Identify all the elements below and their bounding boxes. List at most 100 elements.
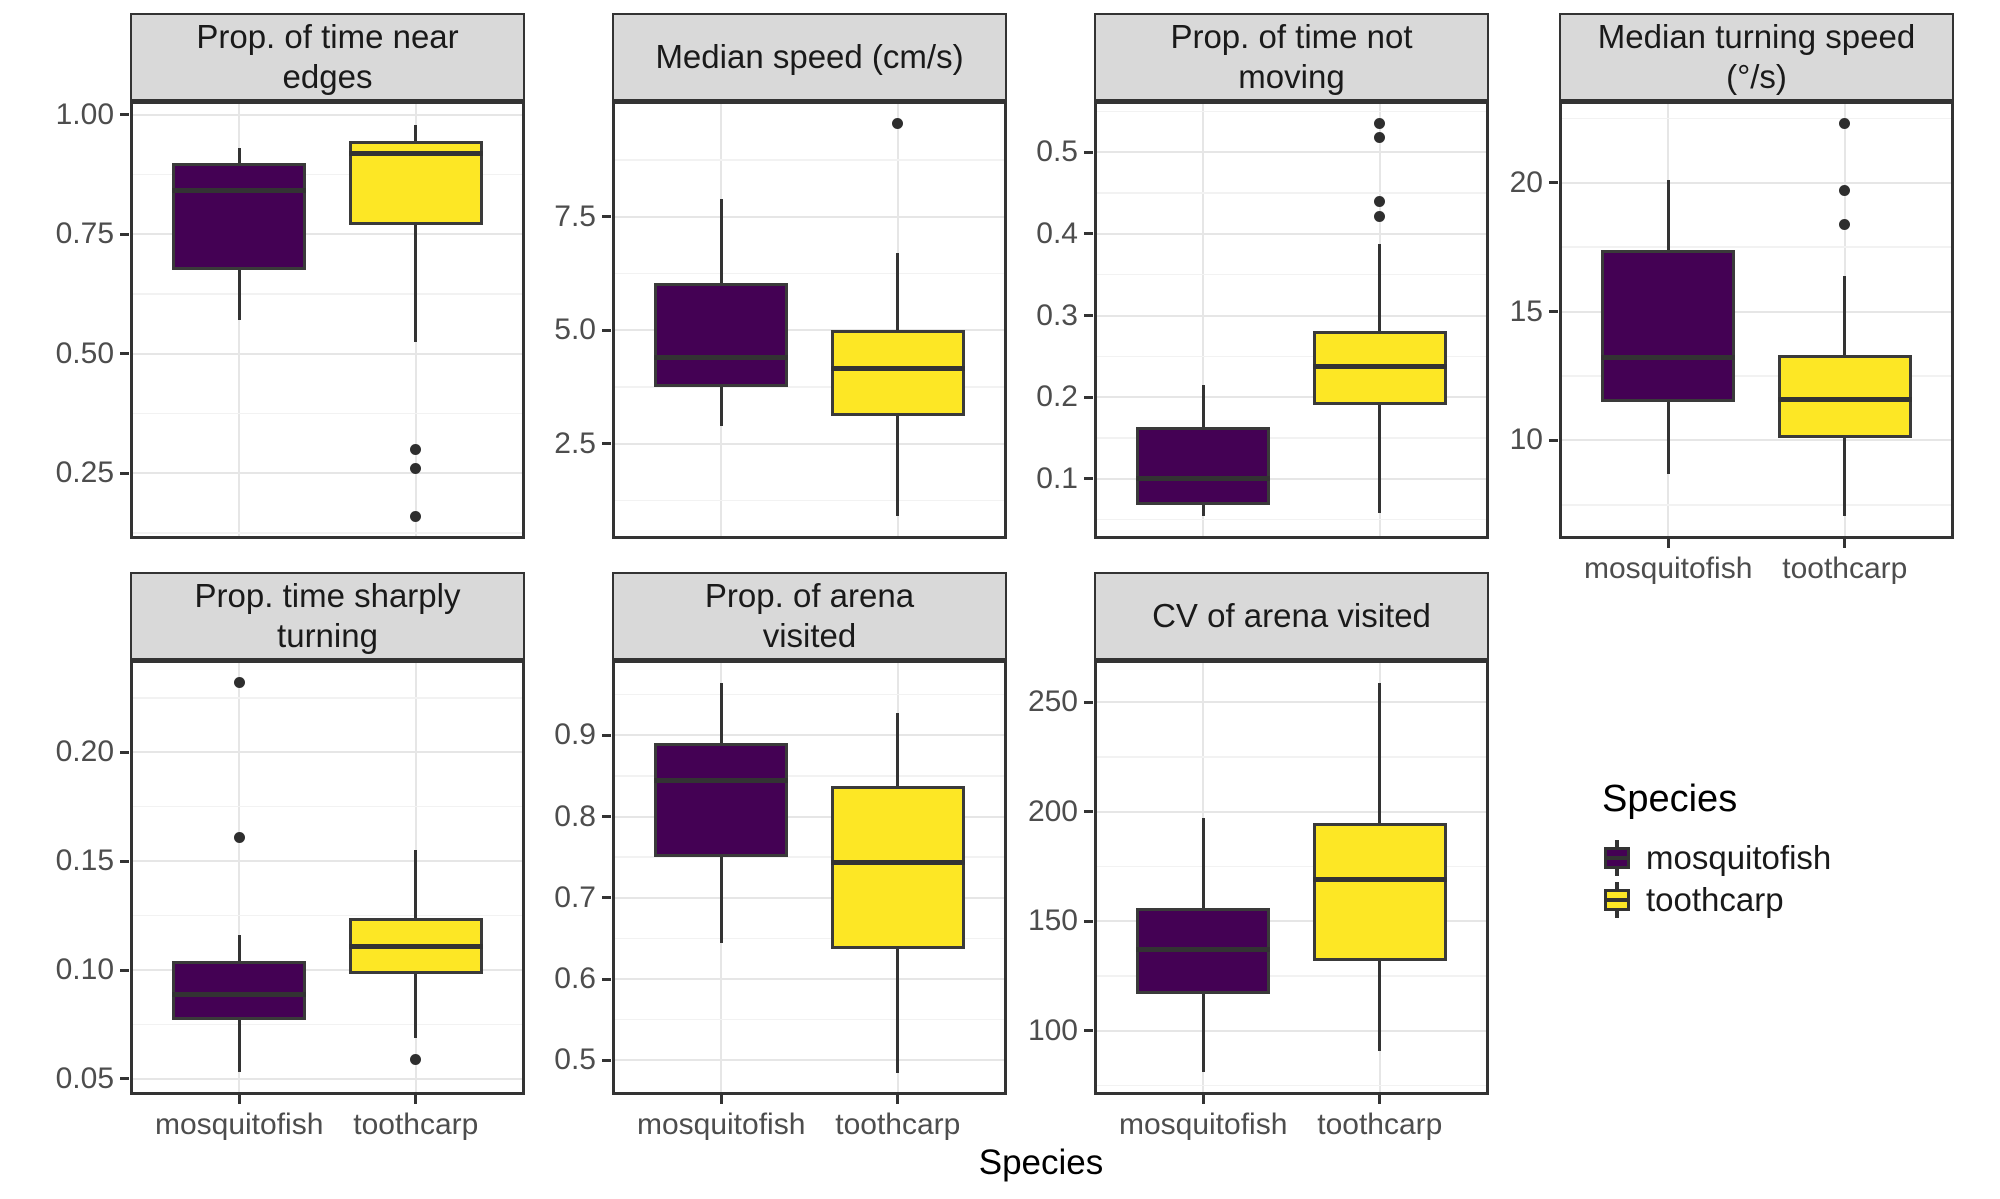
y-tick-mark xyxy=(1084,477,1093,481)
whisker-upper xyxy=(414,124,418,142)
facet-plot-area xyxy=(612,101,1007,539)
x-tick-label-mosquitofish: mosquitofish xyxy=(154,1108,324,1141)
gridline-y-minor xyxy=(133,914,522,917)
boxplot-median-mosquitofish xyxy=(1136,475,1271,481)
boxplot-median-mosquitofish xyxy=(1601,355,1736,361)
x-tick-label-toothcarp: toothcarp xyxy=(353,1108,479,1141)
y-tick-label: 7.5 xyxy=(554,199,596,233)
x-tick-label-toothcarp: toothcarp xyxy=(1782,552,1908,585)
gridline-y-major xyxy=(615,734,1004,737)
y-tick-mark xyxy=(1084,810,1093,814)
whisker-upper xyxy=(237,935,241,962)
whisker-upper xyxy=(896,253,900,331)
y-tick-label: 5.0 xyxy=(554,313,596,347)
outlier-point xyxy=(892,118,904,130)
gridline-x-major xyxy=(1202,104,1205,536)
gridline-y-major xyxy=(615,896,1004,899)
y-tick-label: 0.3 xyxy=(1036,298,1078,332)
facet-title-line: moving xyxy=(1238,58,1345,95)
gridline-y-major xyxy=(1097,151,1486,154)
whisker-lower xyxy=(1666,401,1670,474)
gridline-y-major xyxy=(1562,310,1951,313)
x-axis-title: Species xyxy=(978,1143,1104,1182)
y-tick-mark xyxy=(602,815,611,819)
gridline-y-major xyxy=(133,860,522,863)
whisker-upper xyxy=(1201,384,1205,428)
facet-title-line: turning xyxy=(277,617,378,654)
gridline-y-major xyxy=(615,978,1004,981)
boxplot-key-median xyxy=(1604,856,1630,860)
y-tick-label: 100 xyxy=(1027,1013,1078,1047)
facet-plot-area xyxy=(130,660,525,1095)
gridline-y-major xyxy=(133,352,522,355)
boxplot-median-toothcarp xyxy=(830,366,965,372)
x-tick-label-mosquitofish: mosquitofish xyxy=(1118,1108,1288,1141)
boxplot-box-toothcarp xyxy=(1312,822,1447,961)
outlier-point xyxy=(233,677,245,689)
outlier-point xyxy=(1374,131,1386,143)
y-tick-mark xyxy=(1549,438,1558,442)
gridline-y-major xyxy=(1562,439,1951,442)
y-tick-label: 0.20 xyxy=(55,735,114,769)
outlier-point xyxy=(410,510,422,522)
gridline-y-major xyxy=(1097,1029,1486,1032)
x-tick-label-toothcarp: toothcarp xyxy=(835,1108,961,1141)
facet-strip: Prop. of arena visited xyxy=(612,572,1007,660)
gridline-y-minor xyxy=(1097,355,1486,358)
facet-strip: Prop. time sharply turning xyxy=(130,572,525,660)
gridline-y-minor xyxy=(1097,437,1486,439)
outlier-point xyxy=(1839,118,1851,130)
gridline-y-minor xyxy=(1097,273,1486,276)
gridline-y-major xyxy=(1097,477,1486,480)
gridline-y-minor xyxy=(133,805,522,808)
y-tick-label: 250 xyxy=(1027,685,1078,719)
boxplot-box-mosquitofish xyxy=(1136,427,1271,505)
x-tick-mark xyxy=(719,1095,723,1104)
boxplot-box-mosquitofish xyxy=(654,282,789,387)
y-tick-mark xyxy=(1084,395,1093,399)
x-tick-mark xyxy=(896,1095,900,1104)
whisker-upper xyxy=(414,850,418,918)
whisker-lower xyxy=(237,270,241,321)
y-tick-label: 10 xyxy=(1509,423,1543,457)
gridline-y-minor xyxy=(133,532,522,534)
y-tick-mark xyxy=(120,968,129,972)
y-tick-mark xyxy=(120,859,129,863)
whisker-lower xyxy=(414,974,418,1038)
outlier-point xyxy=(410,463,422,475)
facet-title-line: Prop. of arena xyxy=(704,577,915,614)
whisker-upper xyxy=(1378,682,1382,823)
facet-title-line: CV of arena visited xyxy=(1152,597,1431,634)
boxplot-box-mosquitofish xyxy=(654,743,789,858)
gridline-y-minor xyxy=(133,412,522,415)
y-tick-mark xyxy=(602,442,611,446)
y-tick-label: 0.7 xyxy=(554,880,596,914)
boxplot-box-toothcarp xyxy=(1777,355,1912,438)
boxplot-median-toothcarp xyxy=(1312,364,1447,370)
whisker-lower xyxy=(719,857,723,943)
y-tick-mark xyxy=(1084,232,1093,236)
gridline-y-major xyxy=(1562,181,1951,184)
gridline-y-minor xyxy=(133,1023,522,1026)
outlier-point xyxy=(1374,195,1386,207)
outlier-point xyxy=(410,1053,422,1065)
boxplot-median-toothcarp xyxy=(1312,877,1447,883)
outlier-point xyxy=(1374,118,1386,130)
whisker-lower xyxy=(896,949,900,1073)
gridline-y-major xyxy=(133,113,522,116)
facet-title-line: visited xyxy=(762,617,857,654)
gridline-y-minor xyxy=(133,173,522,176)
x-tick-mark xyxy=(1378,1095,1382,1104)
x-tick-label-mosquitofish: mosquitofish xyxy=(636,1108,806,1141)
x-tick-mark xyxy=(1201,1095,1205,1104)
y-tick-mark xyxy=(602,977,611,981)
whisker-lower xyxy=(896,416,900,517)
y-tick-label: 0.25 xyxy=(55,456,114,490)
y-tick-mark xyxy=(1084,150,1093,154)
whisker-lower xyxy=(414,224,418,342)
outlier-point xyxy=(233,831,245,843)
facet-strip: CV of arena visited xyxy=(1094,572,1489,660)
gridline-y-major xyxy=(615,442,1004,445)
x-tick-mark xyxy=(414,1095,418,1104)
legend-item-toothcarp: toothcarp xyxy=(1602,879,1831,921)
